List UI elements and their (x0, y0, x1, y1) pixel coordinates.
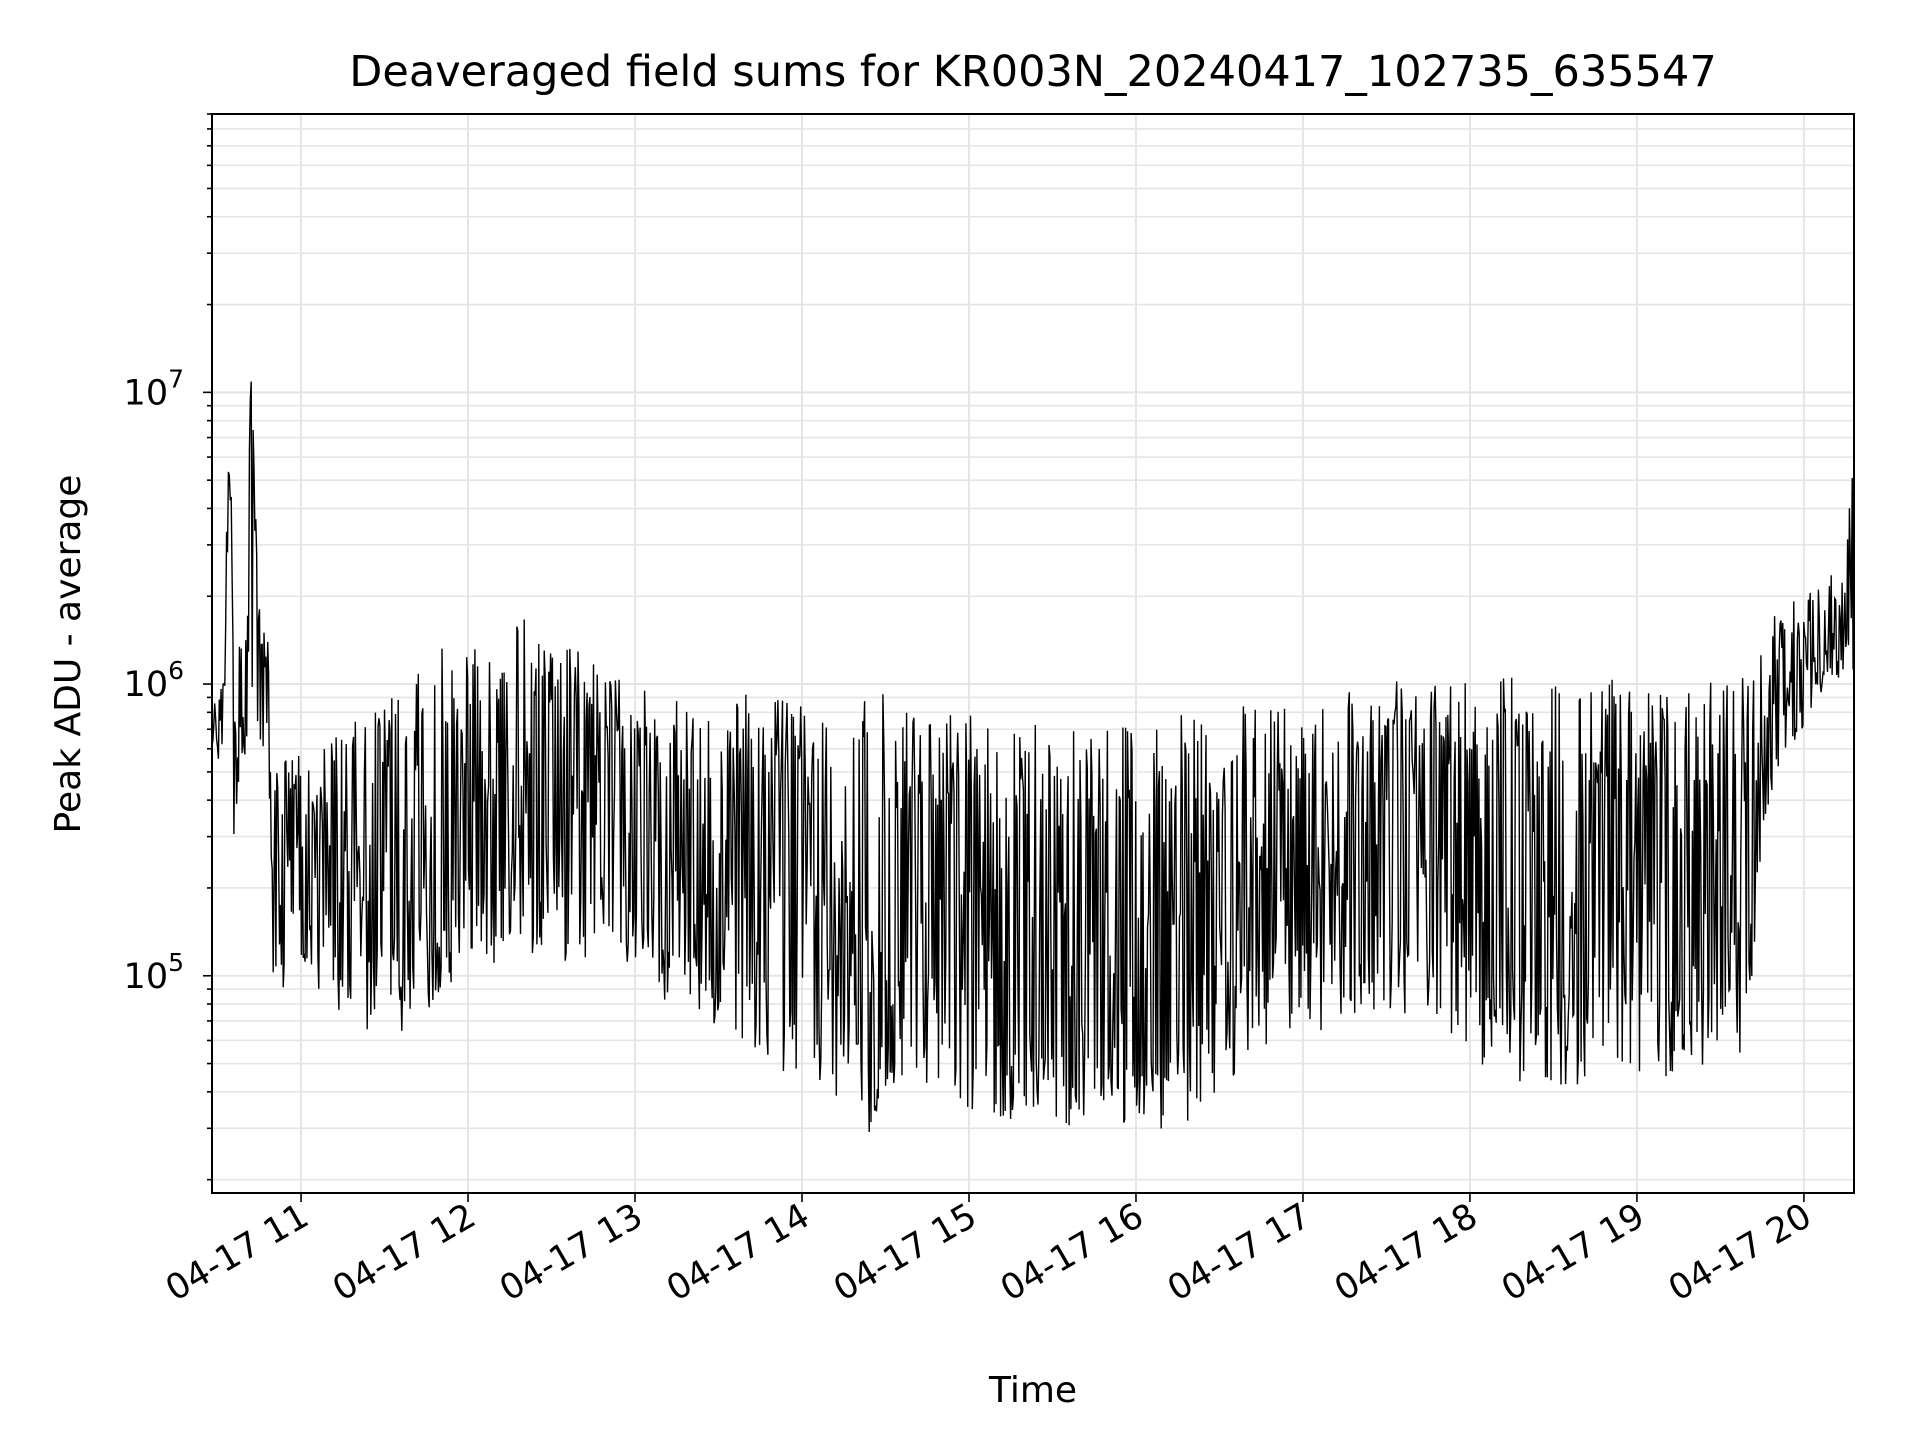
chart-title: Deaveraged field sums for KR003N_2024041… (349, 47, 1716, 97)
y-axis-label: Peak ADU - average (48, 475, 89, 834)
x-axis-label: Time (988, 1370, 1077, 1411)
